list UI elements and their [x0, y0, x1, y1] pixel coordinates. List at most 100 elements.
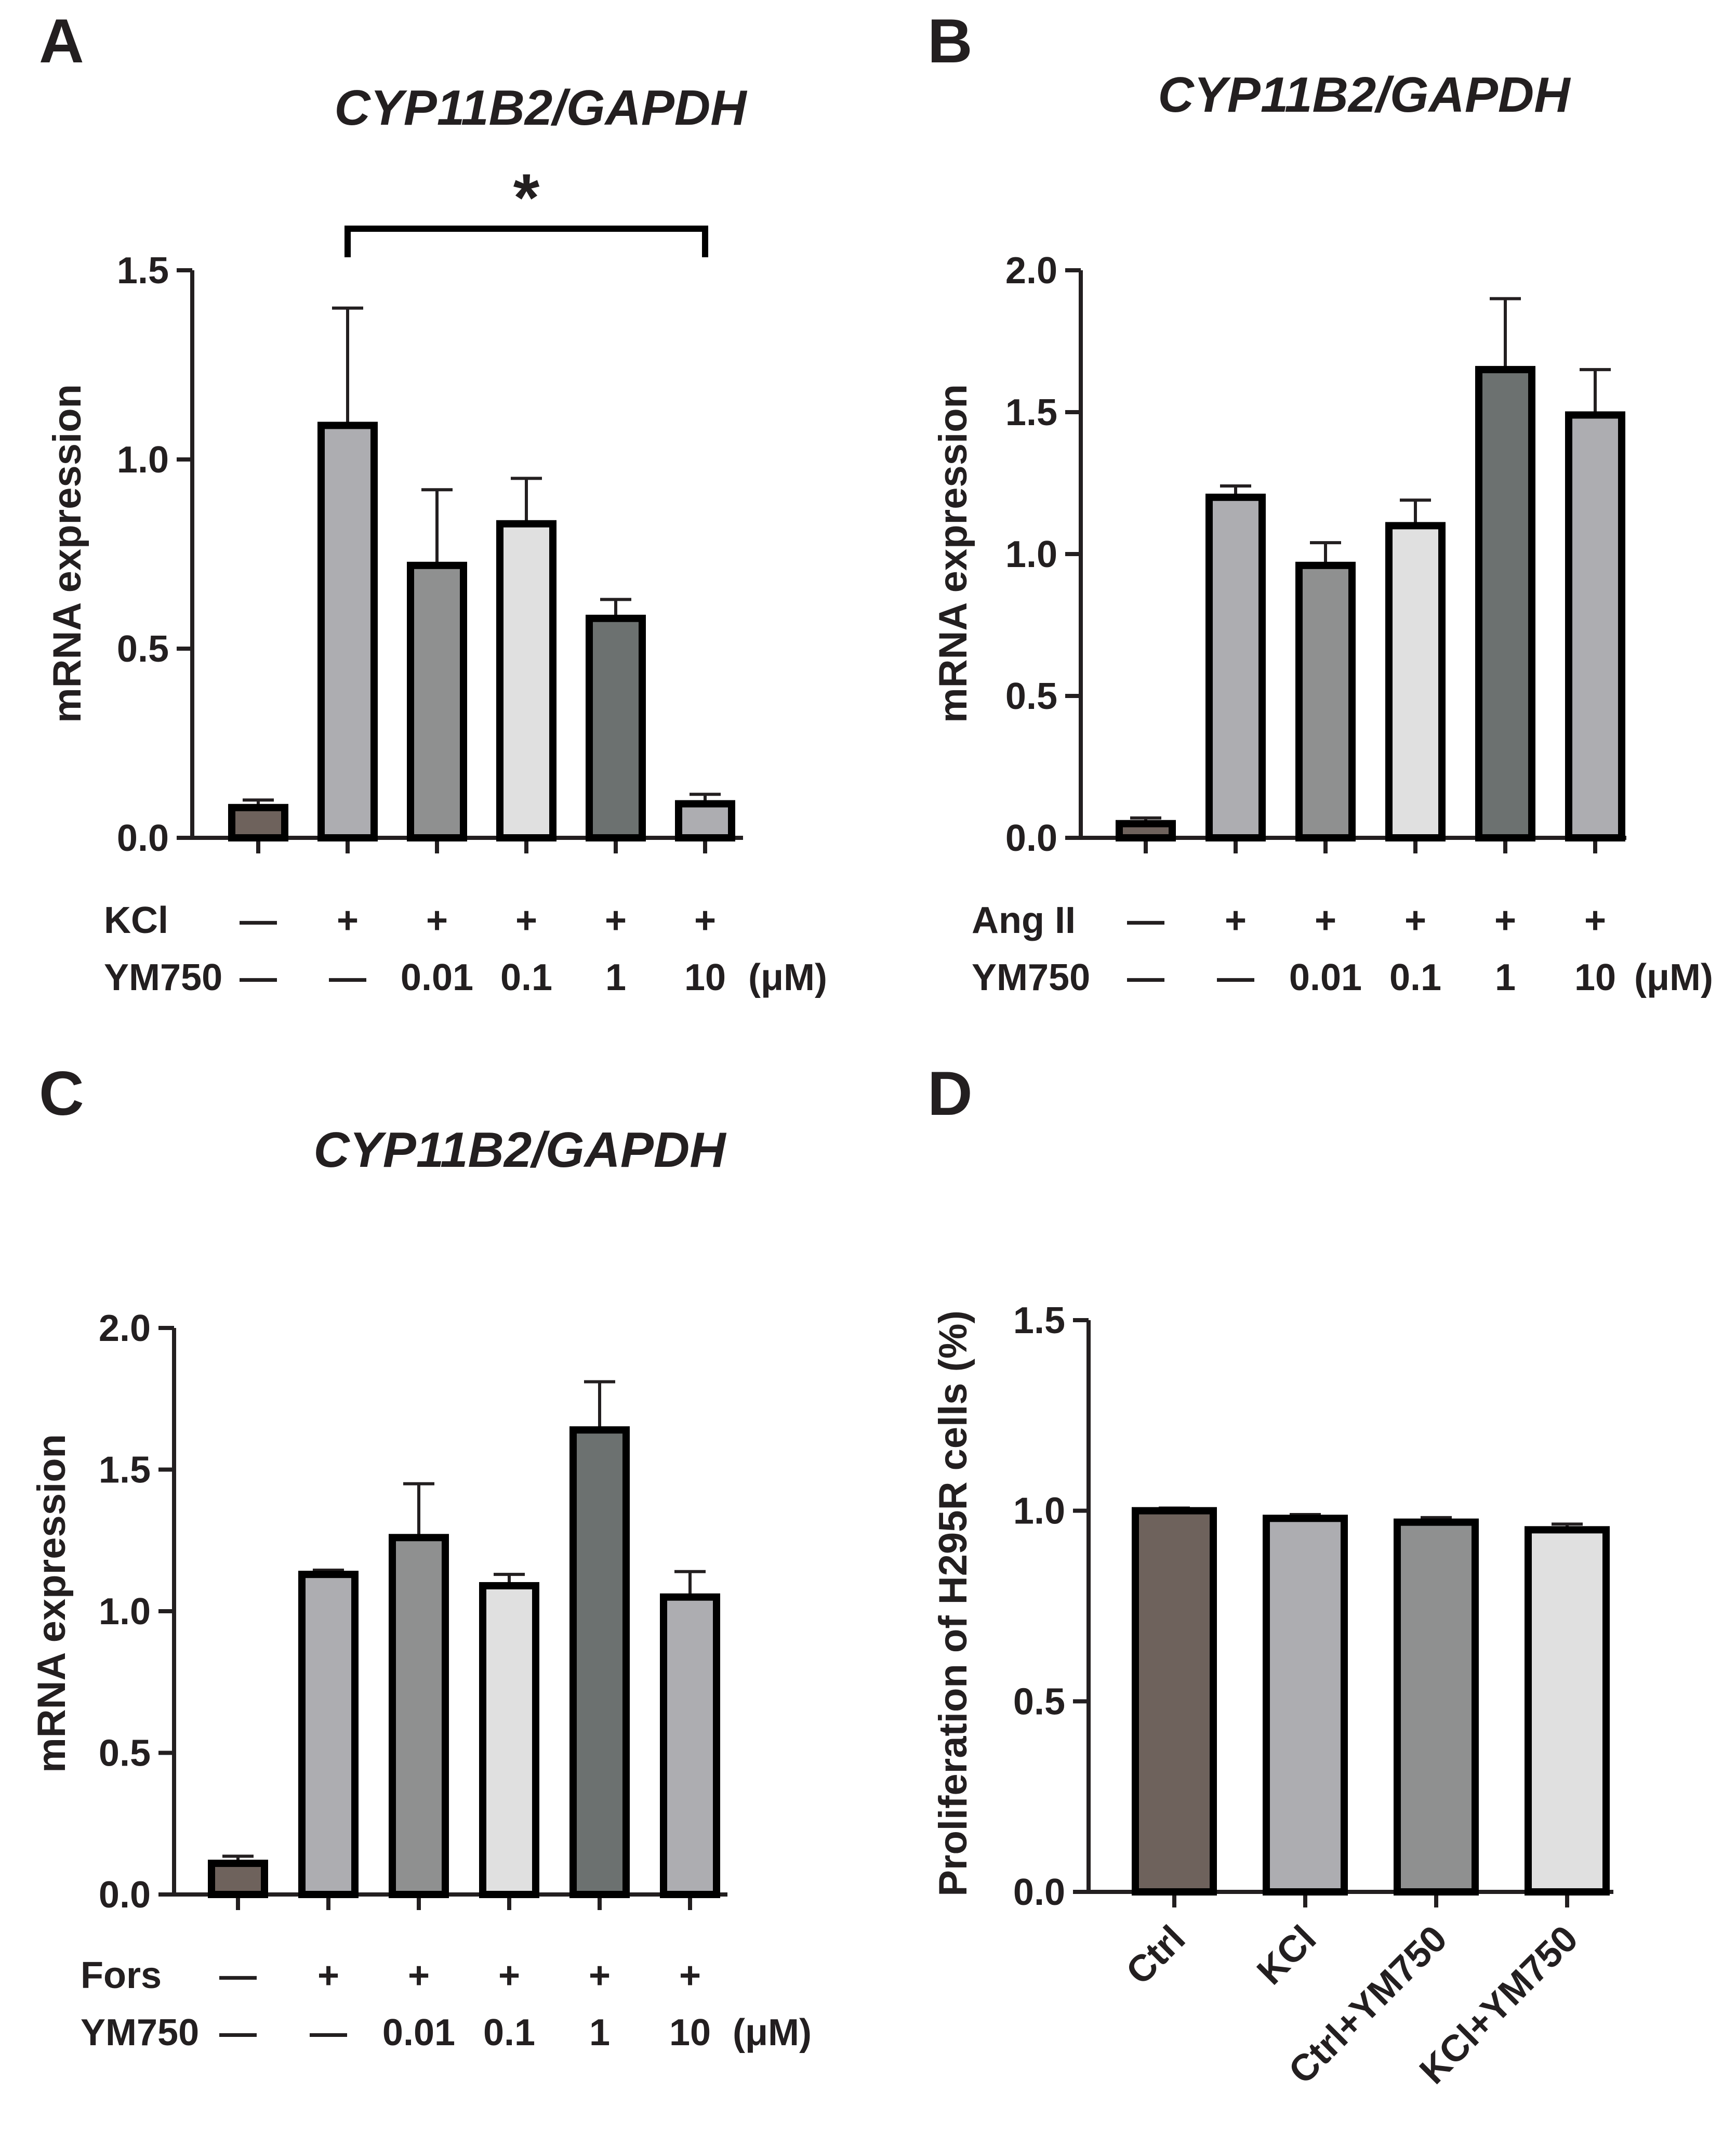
- condition-value: +: [694, 900, 716, 941]
- condition-value: +: [1315, 900, 1336, 941]
- bar: [675, 800, 735, 841]
- condition-value: 0.01: [401, 957, 473, 998]
- bar: [1132, 1507, 1217, 1896]
- bar: [1116, 820, 1176, 841]
- bar: [208, 1860, 268, 1899]
- bar: [496, 520, 556, 841]
- condition-value: —: [219, 2012, 257, 2054]
- chart-title: CYP11B2/GAPDH: [334, 80, 747, 136]
- condition-value: 0.01: [382, 2012, 455, 2054]
- panel-letter: D: [927, 1059, 973, 1128]
- condition-value: +: [1584, 900, 1606, 941]
- y-tick-label: 1.5: [99, 1450, 151, 1491]
- bar: [1385, 522, 1446, 841]
- condition-row-label: YM750: [81, 2012, 199, 2054]
- condition-value: —: [240, 957, 277, 998]
- condition-value: +: [426, 900, 448, 941]
- condition-value: —: [1127, 957, 1164, 998]
- y-tick-label: 2.0: [99, 1308, 151, 1349]
- y-tick-label: 1.0: [1013, 1491, 1065, 1532]
- bar: [1475, 366, 1535, 841]
- condition-value: —: [219, 1955, 257, 1996]
- condition-value: 0.01: [1289, 957, 1362, 998]
- condition-value: +: [498, 1955, 520, 1996]
- condition-value: +: [408, 1955, 430, 1996]
- condition-value: 10: [1574, 957, 1616, 998]
- condition-value: +: [1404, 900, 1426, 941]
- y-tick-label: 2.0: [1005, 250, 1057, 292]
- condition-value: —: [1217, 957, 1254, 998]
- y-axis-label: mRNA expression: [30, 1434, 74, 1773]
- unit-label: (μM): [748, 957, 827, 998]
- condition-value: 1: [605, 957, 626, 998]
- condition-value: 1: [1495, 957, 1516, 998]
- condition-row-label: KCl: [104, 900, 168, 941]
- y-tick-label: 0.0: [1013, 1872, 1065, 1913]
- bar: [1394, 1518, 1479, 1896]
- bar: [228, 804, 288, 842]
- condition-value: +: [515, 900, 537, 941]
- y-tick-label: 1.0: [1005, 534, 1057, 575]
- y-tick-label: 1.5: [1013, 1300, 1065, 1341]
- panel-b: B CYP11B2/GAPDH mRNA expression 0.0 0.5 1.…: [927, 6, 1713, 998]
- bar: [298, 1571, 359, 1898]
- condition-value: 10: [669, 2012, 711, 2054]
- condition-row-label: Ang II: [972, 900, 1076, 941]
- y-tick-label: 0.0: [117, 818, 169, 859]
- y-tick-label: 1.5: [1005, 392, 1057, 433]
- condition-value: —: [1127, 900, 1164, 941]
- condition-row-label: Fors: [81, 1955, 162, 1996]
- y-tick-label: 0.5: [117, 628, 169, 670]
- condition-value: +: [1494, 900, 1516, 941]
- panel-letter: A: [39, 6, 84, 76]
- panel-c: C CYP11B2/GAPDH mRNA expression 0.0 0.5 1.…: [30, 1059, 812, 2054]
- condition-value: —: [310, 2012, 347, 2054]
- y-axis-label: mRNA expression: [931, 384, 975, 723]
- condition-value: 10: [684, 957, 726, 998]
- y-tick-label: 0.0: [99, 1874, 151, 1916]
- y-axis-label: Proliferation of H295R cells (%): [931, 1310, 975, 1897]
- bar: [569, 1426, 630, 1898]
- unit-label: (μM): [733, 2012, 812, 2054]
- y-tick-label: 0.5: [99, 1733, 151, 1774]
- y-tick-label: 0.5: [1013, 1681, 1065, 1722]
- bar: [407, 561, 467, 841]
- y-tick-label: 1.0: [117, 439, 169, 481]
- unit-label: (μM): [1634, 957, 1713, 998]
- y-tick-label: 1.0: [99, 1591, 151, 1633]
- condition-value: +: [337, 900, 359, 941]
- condition-row-label: YM750: [104, 957, 222, 998]
- y-tick-label: 0.5: [1005, 676, 1057, 717]
- bar: [1565, 411, 1625, 841]
- panel-letter: C: [39, 1059, 84, 1128]
- y-tick-label: 0.0: [1005, 818, 1057, 859]
- y-axis-label: mRNA expression: [45, 384, 89, 723]
- condition-value: 0.1: [1389, 957, 1441, 998]
- condition-value: +: [317, 1955, 339, 1996]
- condition-value: 0.1: [483, 2012, 535, 2054]
- x-category-label: Ctrl: [1118, 1918, 1193, 1993]
- condition-value: +: [589, 1955, 611, 1996]
- bar: [586, 614, 646, 841]
- bar: [1525, 1526, 1610, 1896]
- condition-value: 0.1: [500, 957, 552, 998]
- bar: [660, 1593, 720, 1898]
- bar: [389, 1534, 449, 1899]
- bar: [1295, 561, 1356, 841]
- x-category-label: KCl: [1249, 1918, 1324, 1993]
- panel-letter: B: [927, 6, 973, 76]
- condition-value: +: [679, 1955, 701, 1996]
- significance-marker: *: [513, 160, 540, 235]
- chart-title: CYP11B2/GAPDH: [313, 1122, 726, 1178]
- condition-value: —: [240, 900, 277, 941]
- y-tick-label: 1.5: [117, 250, 169, 292]
- bar: [479, 1582, 539, 1898]
- panel-a: A CYP11B2/GAPDH mRNA expression 0.0 0.5 1.…: [39, 6, 827, 998]
- condition-value: 1: [589, 2012, 610, 2054]
- bar: [1263, 1515, 1348, 1896]
- bar: [317, 422, 378, 841]
- condition-value: +: [605, 900, 627, 941]
- significance-bracket: [344, 226, 708, 257]
- bar: [1205, 493, 1266, 841]
